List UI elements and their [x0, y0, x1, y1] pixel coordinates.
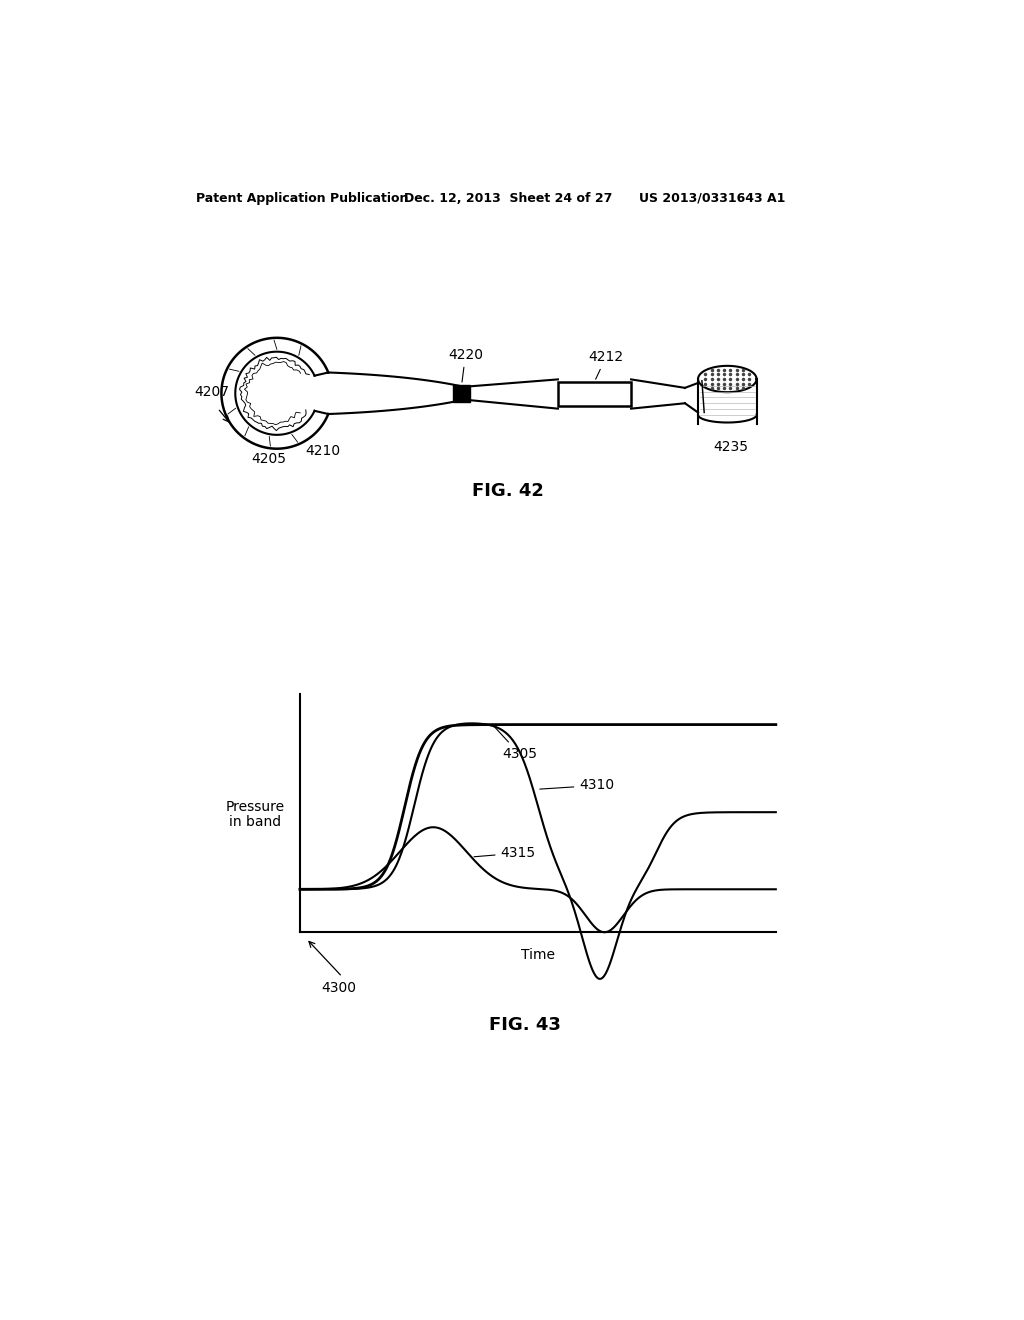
Text: Patent Application Publication: Patent Application Publication [196, 191, 409, 205]
Text: US 2013/0331643 A1: US 2013/0331643 A1 [639, 191, 785, 205]
Bar [454, 385, 470, 401]
Text: 4207: 4207 [195, 385, 229, 399]
Text: 4235: 4235 [714, 440, 749, 454]
Text: 4205: 4205 [252, 451, 287, 466]
Text: 4220: 4220 [449, 347, 483, 381]
Text: 4315: 4315 [474, 846, 536, 861]
Text: FIG. 42: FIG. 42 [472, 482, 544, 500]
Text: 4300: 4300 [321, 982, 356, 995]
Text: in band: in band [229, 816, 282, 829]
Text: Pressure: Pressure [225, 800, 285, 813]
Text: 4210: 4210 [305, 444, 341, 458]
Text: Time: Time [521, 948, 555, 962]
Text: FIG. 43: FIG. 43 [488, 1015, 561, 1034]
Text: 4212: 4212 [589, 350, 624, 379]
Text: 4305: 4305 [493, 725, 537, 760]
Text: Dec. 12, 2013  Sheet 24 of 27: Dec. 12, 2013 Sheet 24 of 27 [403, 191, 612, 205]
Text: 4310: 4310 [540, 779, 614, 792]
Bar [558, 381, 631, 407]
